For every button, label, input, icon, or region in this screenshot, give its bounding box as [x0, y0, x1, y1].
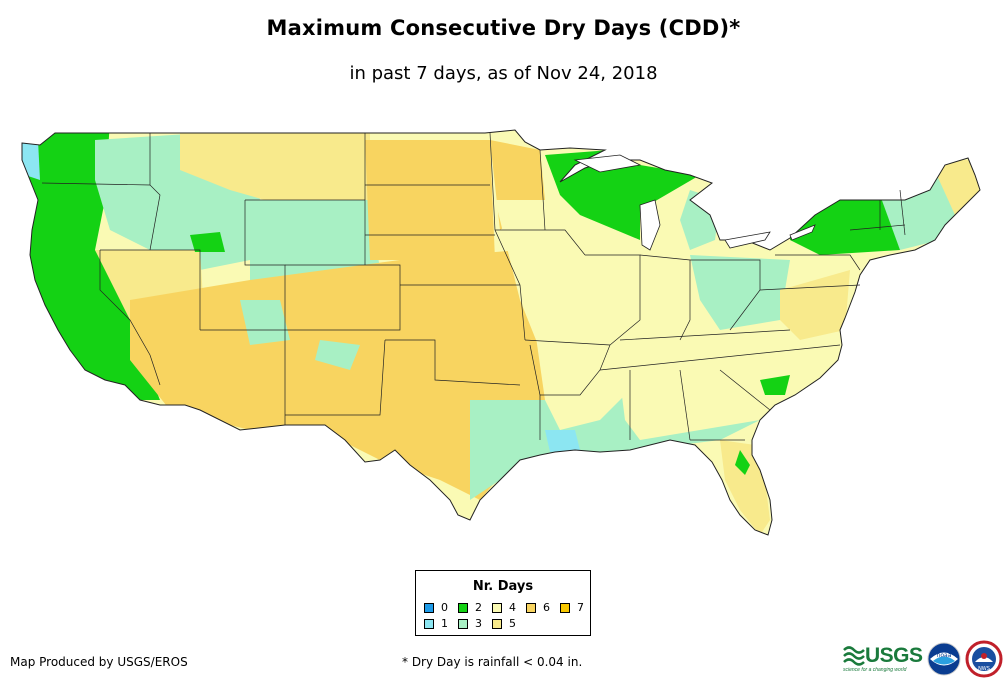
- legend-label-7: 7: [577, 601, 584, 614]
- us-map: [0, 110, 1007, 550]
- legend-swatch-6: [526, 603, 536, 613]
- agency-logos: USGS science for a changing world noaa N…: [843, 640, 1003, 680]
- legend-label-2: 2: [475, 601, 482, 614]
- legend-label-1: 1: [441, 617, 448, 630]
- map-title: Maximum Consecutive Dry Days (CDD)*: [266, 16, 741, 40]
- dry-day-note: * Dry Day is rainfall < 0.04 in.: [402, 655, 583, 669]
- usgs-wave-icon: [843, 646, 865, 666]
- legend-label-6: 6: [543, 601, 550, 614]
- legend-title: Nr. Days: [472, 579, 534, 594]
- credit-text: Map Produced by USGS/EROS: [10, 655, 188, 669]
- legend-label-4: 4: [509, 601, 516, 614]
- usgs-logo: USGS science for a changing world: [843, 640, 923, 676]
- legend-swatch-5: [492, 619, 502, 629]
- nws-logo-text: NWS: [978, 666, 990, 672]
- nws-logo-icon: NWS: [965, 640, 1003, 678]
- legend-swatch-2: [458, 603, 468, 613]
- legend-swatch-0: [424, 603, 434, 613]
- state-borders: [41, 132, 906, 441]
- map-subtitle: in past 7 days, as of Nov 24, 2018: [349, 63, 658, 84]
- legend-label-3: 3: [475, 617, 482, 630]
- noaa-logo-text: noaa: [937, 652, 952, 659]
- legend-label-0: 0: [441, 601, 448, 614]
- legend: Nr. Days 0 1 2 3 4 5 6 7: [415, 570, 591, 636]
- usgs-wordmark: USGS: [865, 644, 923, 667]
- cdd-regions: [22, 130, 980, 535]
- legend-label-5: 5: [509, 617, 516, 630]
- legend-swatch-1: [424, 619, 434, 629]
- legend-swatch-7: [560, 603, 570, 613]
- legend-swatch-3: [458, 619, 468, 629]
- usgs-tagline: science for a changing world: [843, 667, 907, 673]
- legend-swatch-4: [492, 603, 502, 613]
- noaa-logo-icon: noaa: [927, 642, 961, 676]
